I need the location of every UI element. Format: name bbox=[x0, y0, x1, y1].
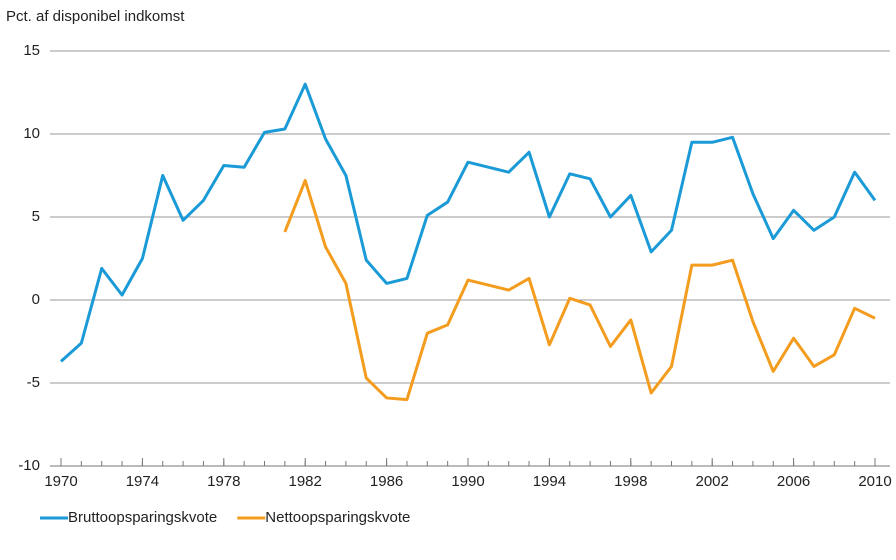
x-tick-label: 2006 bbox=[777, 473, 810, 490]
x-tick-label: 2010 bbox=[858, 473, 891, 490]
legend-label: Bruttoopsparingskvote bbox=[68, 509, 217, 526]
x-tick-label: 2002 bbox=[696, 473, 729, 490]
y-tick-label: -10 bbox=[18, 457, 40, 474]
legend-label: Nettoopsparingskvote bbox=[265, 509, 410, 526]
y-axis-label: Pct. af disponibel indkomst bbox=[6, 8, 185, 25]
x-tick-label: 1998 bbox=[614, 473, 647, 490]
x-tick-label: 1982 bbox=[289, 473, 322, 490]
y-tick-label: 5 bbox=[32, 208, 40, 225]
y-tick-label: 10 bbox=[23, 125, 40, 142]
line-series bbox=[283, 178, 876, 402]
x-tick-label: 1970 bbox=[44, 473, 77, 490]
x-tick-label: 1990 bbox=[451, 473, 484, 490]
y-tick-label: 0 bbox=[32, 291, 40, 308]
x-tick-label: 1994 bbox=[533, 473, 566, 490]
y-tick-label: 15 bbox=[23, 42, 40, 59]
x-tick-label: 1978 bbox=[207, 473, 240, 490]
x-tick-label: 1986 bbox=[370, 473, 403, 490]
x-tick-label: 1974 bbox=[126, 473, 159, 490]
line-series bbox=[59, 82, 877, 363]
y-tick-label: -5 bbox=[27, 374, 40, 391]
